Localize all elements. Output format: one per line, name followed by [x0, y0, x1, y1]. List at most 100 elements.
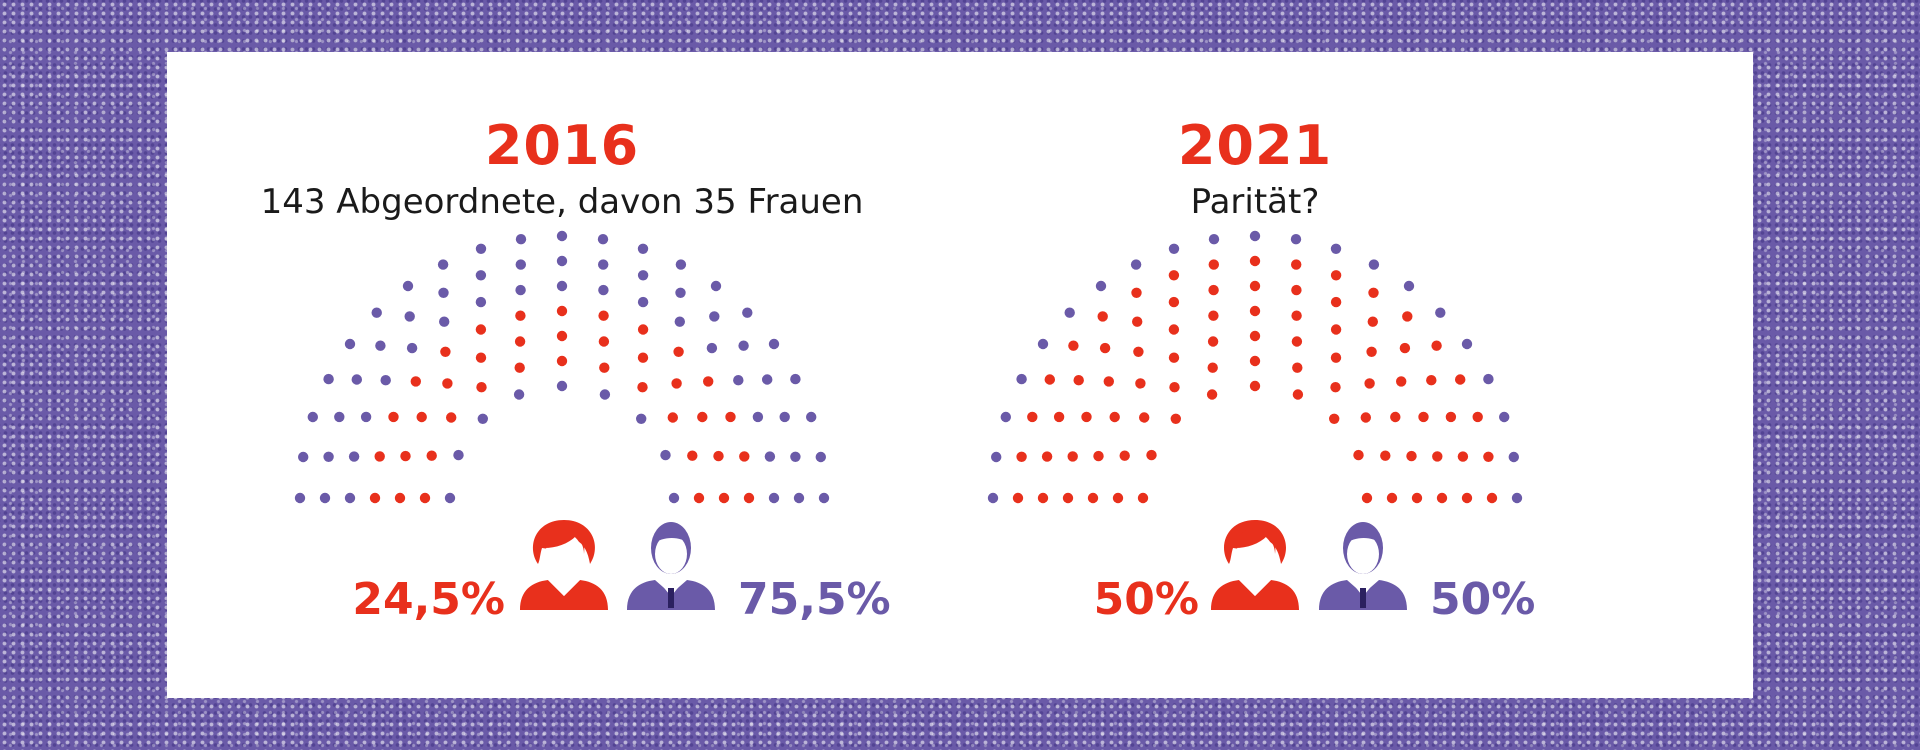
- seat-dot-woman: [419, 492, 431, 504]
- seat-dot-woman: [1068, 340, 1079, 351]
- seat-dot-man: [515, 259, 526, 270]
- seat-dot-woman: [1093, 450, 1104, 462]
- seat-dot-woman: [556, 355, 568, 367]
- seat-dot-woman: [1361, 492, 1373, 504]
- seat-dot-woman: [1208, 259, 1219, 270]
- seat-dot-woman: [1170, 413, 1181, 424]
- seat-dot-man: [768, 338, 780, 350]
- seat-dot-man: [742, 307, 753, 318]
- seat-dot-man: [475, 243, 487, 254]
- seat-dot-woman: [1399, 342, 1411, 354]
- seat-dot-man: [360, 411, 372, 423]
- seat-dot-woman: [1037, 492, 1049, 504]
- men-percent-label: 50%: [1430, 574, 1536, 625]
- seat-dot-woman: [1112, 492, 1124, 504]
- seat-dot-woman: [1353, 449, 1364, 461]
- seat-dot-man: [404, 311, 415, 322]
- seat-dot-woman: [1131, 287, 1142, 298]
- seat-dot-man: [790, 451, 801, 462]
- seat-dot-woman: [1330, 352, 1342, 363]
- seat-dot-woman: [515, 310, 526, 321]
- seat-dot-man: [444, 492, 456, 504]
- hemicycle-seats: [294, 230, 830, 504]
- seat-dot-man: [738, 340, 749, 351]
- seat-dot-woman: [687, 450, 698, 461]
- seat-dot-man: [597, 234, 609, 245]
- chart-subtitle: 143 Abgeordnete, davon 35 Frauen: [260, 182, 864, 222]
- seat-dot-woman: [1330, 382, 1341, 393]
- seat-dot-man: [709, 311, 720, 322]
- seat-dot-man: [733, 375, 744, 386]
- seat-dot-woman: [1396, 376, 1407, 387]
- seat-dot-man: [1483, 373, 1494, 385]
- seat-dot-woman: [1483, 451, 1494, 462]
- seat-dot-woman: [1249, 305, 1261, 317]
- seat-dot-man: [991, 451, 1002, 463]
- seat-dot-woman: [1472, 411, 1483, 423]
- seat-dot-woman: [1016, 451, 1027, 462]
- seat-dot-woman: [1431, 340, 1442, 351]
- seat-dot-woman: [667, 412, 678, 423]
- seat-dot-woman: [1360, 412, 1371, 423]
- seat-dot-woman: [1291, 284, 1302, 296]
- seat-dot-woman: [442, 378, 453, 389]
- seat-dot-man: [668, 492, 680, 504]
- seat-dot-man: [1208, 234, 1220, 245]
- seat-dot-woman: [1364, 378, 1375, 389]
- seat-dot-woman: [440, 346, 451, 357]
- seat-dot-woman: [1406, 450, 1417, 462]
- seat-dot-man: [674, 316, 685, 327]
- seat-dot-woman: [1292, 362, 1303, 373]
- seat-dot-woman: [1027, 411, 1038, 423]
- seat-dot-man: [599, 389, 611, 400]
- seat-dot-man: [1168, 243, 1180, 254]
- seat-dot-man: [1130, 259, 1142, 270]
- seat-dot-woman: [426, 450, 437, 461]
- seat-dot-man: [1330, 243, 1342, 254]
- seat-dot-man: [1511, 492, 1523, 504]
- seat-dot-man: [439, 316, 450, 327]
- seat-dot-man: [438, 287, 449, 298]
- seat-dot-man: [402, 280, 414, 292]
- seat-dot-man: [598, 259, 609, 270]
- seat-dot-woman: [693, 492, 705, 504]
- seat-dot-man: [1368, 259, 1380, 270]
- seat-dot-woman: [637, 324, 649, 335]
- seat-dot-woman: [1455, 374, 1466, 385]
- seat-dot-woman: [637, 352, 649, 363]
- seat-dot-woman: [1135, 378, 1146, 389]
- seat-dot-man: [319, 492, 331, 504]
- woman-icon: [1211, 520, 1299, 610]
- seat-dot-man: [475, 270, 487, 281]
- seat-dot-man: [1037, 338, 1049, 350]
- seat-dot-woman: [1099, 342, 1111, 354]
- seat-dot-woman: [1457, 451, 1469, 462]
- seat-dot-woman: [475, 324, 487, 335]
- seat-dot-woman: [637, 382, 648, 393]
- seat-dot-man: [1016, 373, 1027, 385]
- seat-dot-man: [1290, 234, 1302, 245]
- seat-dot-woman: [697, 411, 708, 423]
- seat-dot-woman: [1168, 296, 1180, 308]
- seat-dot-man: [779, 411, 790, 423]
- seat-dot-man: [348, 451, 360, 462]
- seat-dot-woman: [1169, 382, 1180, 393]
- year-title: 2021: [1177, 114, 1333, 177]
- seat-dot-woman: [725, 411, 736, 423]
- seat-dot-man: [637, 270, 649, 281]
- seat-dot-man: [806, 411, 817, 423]
- seat-dot-woman: [1207, 336, 1219, 347]
- seat-dot-man: [790, 373, 801, 385]
- seat-dot-woman: [1109, 411, 1120, 423]
- seat-dot-woman: [1206, 389, 1218, 400]
- seat-dot-man: [513, 389, 525, 400]
- seat-dot-man: [334, 411, 345, 423]
- seat-dot-woman: [446, 412, 457, 423]
- seat-dot-man: [1064, 307, 1075, 318]
- seat-dot-woman: [1249, 380, 1261, 392]
- seat-dot-woman: [1291, 336, 1303, 347]
- seat-dot-woman: [1119, 450, 1130, 461]
- seat-dot-man: [351, 374, 362, 385]
- infographic-panel: 2016 143 Abgeordnete, davon 35 Frauen 24…: [167, 52, 1753, 698]
- seat-dot-man: [556, 280, 568, 292]
